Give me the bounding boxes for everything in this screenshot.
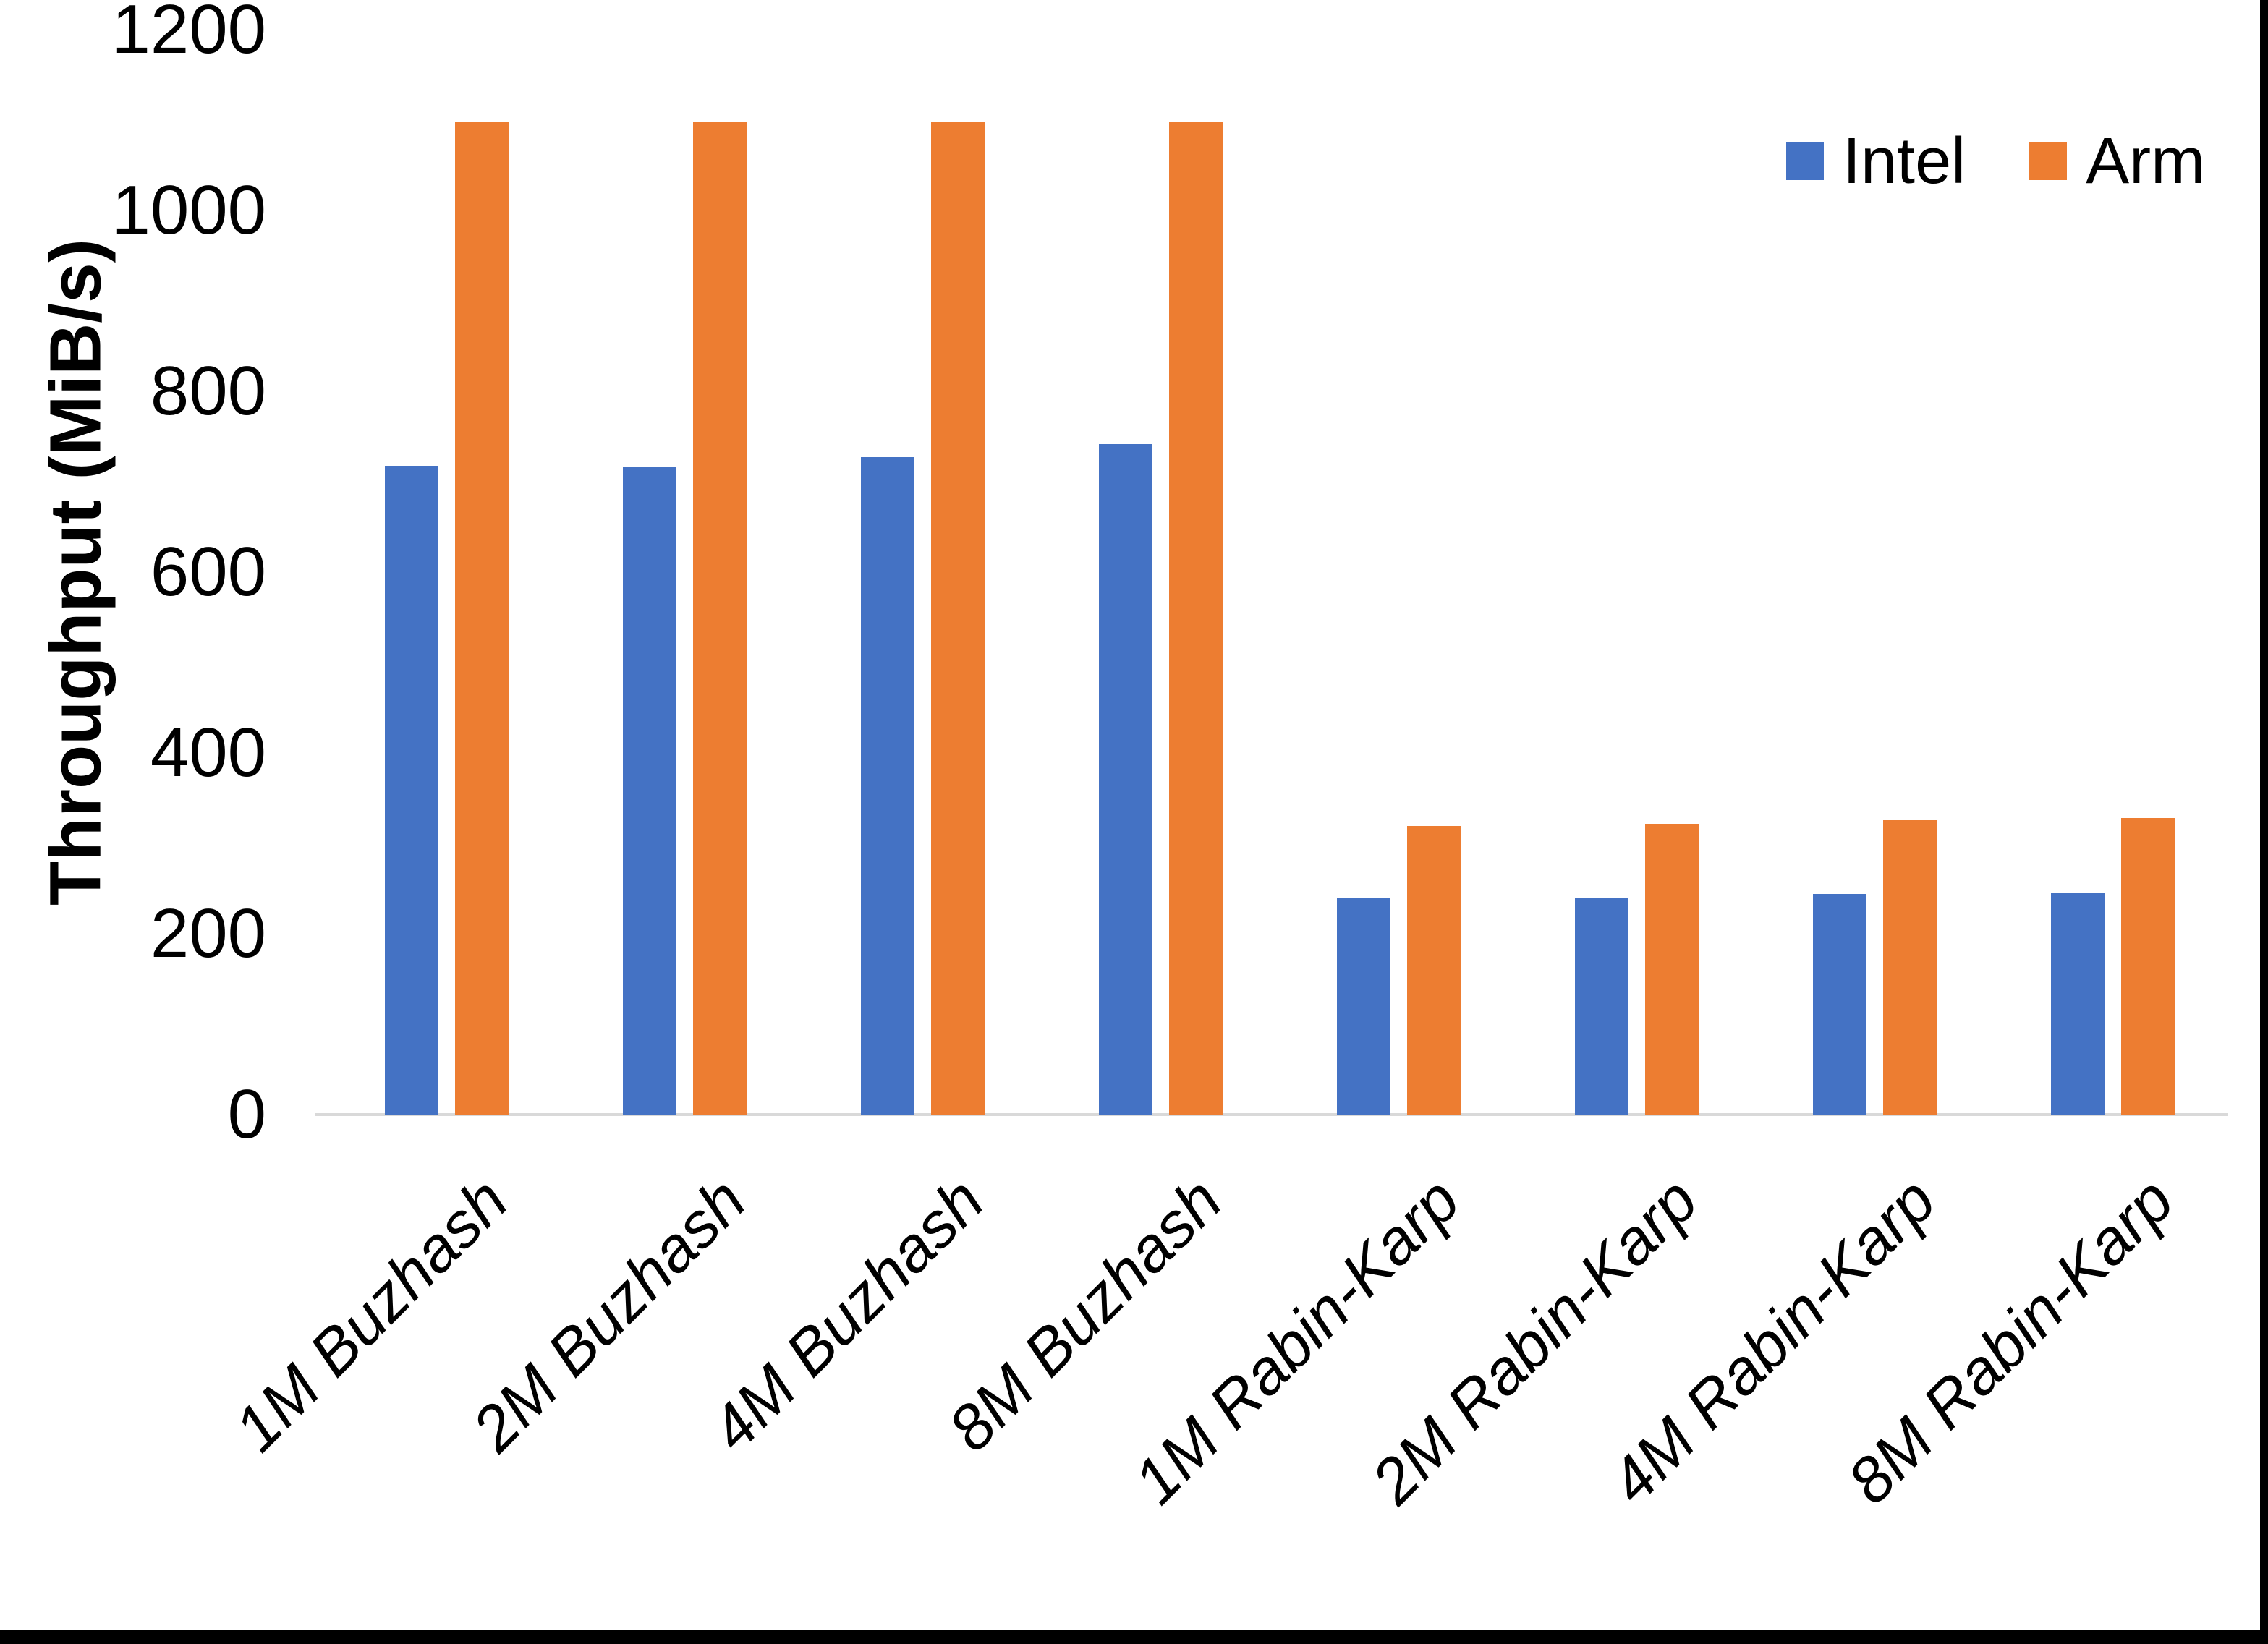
y-tick-label: 0 <box>227 1076 266 1153</box>
bar-arm <box>1169 122 1223 1115</box>
intel-series-swatch-icon <box>1786 142 1824 180</box>
bar-intel <box>861 457 914 1115</box>
legend-label-intel: Intel <box>1843 125 1966 197</box>
y-axis-title: Throughput (MiB/s) <box>35 239 116 906</box>
y-tick-label: 800 <box>150 352 266 430</box>
legend: Intel Arm <box>1786 129 2205 194</box>
screenshot-bottom-border <box>0 1630 2268 1644</box>
bar-arm <box>693 122 747 1115</box>
bar-arm <box>1883 819 1937 1115</box>
bar-intel <box>1575 898 1628 1115</box>
y-tick-label: 1000 <box>111 171 266 249</box>
y-tick-label: 600 <box>150 533 266 610</box>
legend-item-arm: Arm <box>2029 129 2205 194</box>
y-tick-label: 200 <box>150 895 266 972</box>
y-tick-label: 1200 <box>111 0 266 68</box>
screenshot-right-border <box>2260 0 2268 1644</box>
bar-intel <box>623 466 676 1115</box>
bar-intel <box>385 465 438 1115</box>
y-tick-label: 400 <box>150 714 266 791</box>
bar-arm <box>2121 818 2175 1115</box>
arm-series-swatch-icon <box>2029 142 2068 180</box>
bar-arm <box>931 122 985 1115</box>
bar-intel <box>1813 894 1866 1115</box>
bar-intel <box>1337 898 1390 1115</box>
legend-label-arm: Arm <box>2086 125 2206 197</box>
legend-item-intel: Intel <box>1786 129 1966 194</box>
bar-arm <box>455 122 509 1115</box>
bar-arm <box>1407 826 1461 1115</box>
bar-arm <box>1645 823 1699 1115</box>
bar-intel <box>2051 893 2105 1115</box>
x-axis-line <box>315 1113 2228 1116</box>
bar-intel <box>1099 443 1152 1115</box>
